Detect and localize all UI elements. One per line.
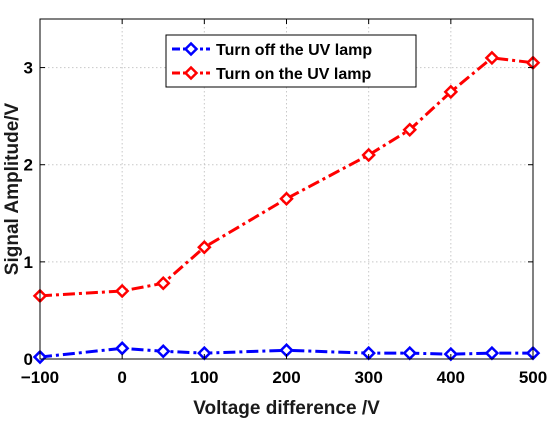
- x-tick-label: −100: [21, 368, 59, 387]
- x-tick-label: 200: [272, 368, 300, 387]
- x-tick-label: 500: [519, 368, 547, 387]
- data-point: [114, 341, 130, 356]
- data-point: [361, 147, 376, 163]
- data-point: [155, 343, 171, 359]
- y-tick-label: 0: [24, 350, 33, 369]
- x-tick-label: 300: [354, 368, 382, 387]
- data-point: [402, 345, 418, 361]
- legend-item: Turn on the UV lamp: [172, 65, 371, 83]
- y-tick-label: 3: [24, 59, 33, 78]
- series-1: [32, 341, 541, 365]
- series-line: [39, 346, 533, 359]
- x-axis-label: Voltage difference /V: [193, 398, 380, 419]
- legend-marker: [183, 65, 199, 81]
- y-tick-label: 1: [24, 253, 33, 272]
- data-point: [402, 122, 418, 138]
- data-point: [197, 240, 212, 255]
- legend-label: Turn off the UV lamp: [216, 42, 372, 59]
- x-tick-label: 100: [190, 368, 218, 387]
- legend-item: Turn off the UV lamp: [172, 41, 372, 59]
- data-point: [484, 50, 500, 66]
- legend-box: [165, 34, 417, 88]
- series-line: [39, 56, 534, 298]
- legend-marker: [183, 41, 199, 57]
- x-tick-label: 400: [437, 368, 465, 387]
- data-point: [484, 345, 500, 361]
- legend: Turn off the UV lamp Turn on the UV lamp: [165, 34, 417, 88]
- data-point: [155, 275, 171, 291]
- y-axis-label: Signal Amplitude/V: [2, 102, 23, 275]
- x-tick-label: 0: [117, 368, 126, 387]
- y-tick-label: 2: [24, 156, 33, 175]
- data-point: [114, 283, 130, 299]
- series-layer: [32, 50, 541, 365]
- legend-label: Turn on the UV lamp: [216, 66, 371, 83]
- data-point: [443, 84, 459, 100]
- data-point: [279, 191, 294, 206]
